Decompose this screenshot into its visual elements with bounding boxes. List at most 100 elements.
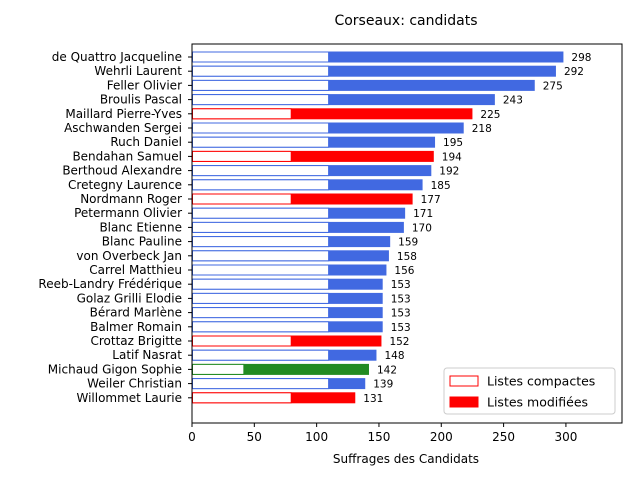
bar-total (192, 94, 495, 106)
category-label: de Quattro Jacqueline (52, 50, 182, 64)
category-label: Broulis Pascal (100, 93, 182, 107)
legend-swatch-modified (449, 396, 479, 408)
bar-compact (192, 51, 330, 63)
bar-compact (192, 264, 330, 276)
value-label: 218 (472, 123, 492, 135)
value-label: 153 (391, 279, 411, 291)
bar-compact (192, 150, 292, 162)
bar-compact (192, 122, 330, 134)
category-label: Ruch Daniel (110, 135, 182, 149)
bar-compact (192, 307, 330, 319)
category-label: Weiler Christian (87, 377, 182, 391)
category-label: Blanc Etienne (99, 220, 182, 234)
category-label: Michaud Gigon Sophie (48, 362, 182, 376)
value-label: 243 (503, 95, 523, 107)
value-label: 170 (412, 222, 432, 234)
value-label: 139 (373, 379, 393, 391)
category-label: Blanc Pauline (102, 235, 182, 249)
bar-compact (192, 321, 330, 333)
category-label: Aschwanden Sergei (64, 121, 182, 135)
category-label: Reeb-Landry Frédérique (38, 277, 182, 291)
value-label: 194 (442, 151, 462, 163)
category-label: Crottaz Brigitte (90, 334, 182, 348)
category-label: Bérard Marlène (90, 306, 182, 320)
category-label: Maillard Pierre-Yves (65, 107, 182, 121)
value-label: 292 (564, 66, 584, 78)
category-label: Nordmann Roger (80, 192, 182, 206)
bar-compact (192, 335, 292, 347)
bar-compact (192, 79, 330, 91)
bar-total (192, 65, 556, 77)
value-label: 177 (421, 194, 441, 206)
x-tick-label: 0 (188, 430, 196, 444)
value-label: 148 (384, 350, 404, 362)
bar-total (192, 108, 473, 120)
category-label: von Overbeck Jan (76, 249, 182, 263)
category-label: Wehrli Laurent (94, 64, 182, 78)
value-label: 195 (443, 137, 463, 149)
category-label: Willommet Laurie (76, 391, 182, 405)
x-tick-label: 100 (305, 430, 328, 444)
legend-box (443, 367, 616, 415)
axes: 0 50 100 150 200 250 300 (188, 43, 623, 444)
category-label: Carrel Matthieu (89, 263, 182, 277)
value-label: 131 (363, 393, 383, 405)
x-axis-label: Suffrages des Candidats (333, 452, 479, 466)
bar-total (192, 51, 564, 63)
x-tick-label: 200 (430, 430, 453, 444)
bar-total (192, 150, 434, 162)
category-label: Bendahan Samuel (72, 149, 182, 163)
category-label: Cretegny Laurence (68, 178, 182, 192)
bar-compact (192, 136, 330, 148)
value-label: 185 (431, 180, 451, 192)
value-label: 298 (571, 52, 591, 64)
legend: Listes compactes Listes modifiées (443, 367, 616, 415)
bar-compact (192, 349, 330, 361)
category-label: Balmer Romain (90, 320, 182, 334)
value-label: 152 (389, 336, 409, 348)
x-tick-label: 300 (554, 430, 577, 444)
value-label: 156 (394, 265, 414, 277)
bar-compact (192, 278, 330, 290)
value-label: 158 (397, 251, 417, 263)
category-label: Golaz Grilli Elodie (77, 291, 182, 305)
bar-total (192, 79, 535, 91)
category-label: Latif Nasrat (112, 348, 182, 362)
value-label: 171 (413, 208, 433, 220)
bar-compact (192, 108, 292, 120)
legend-label: Listes compactes (487, 374, 595, 389)
category-label: Berthoud Alexandre (62, 164, 182, 178)
plot-frame (191, 43, 623, 424)
x-tick-label: 150 (368, 430, 391, 444)
bar-compact (192, 250, 330, 262)
bar-compact (192, 165, 330, 177)
bar-total (192, 363, 369, 375)
bar-compact (192, 392, 292, 404)
bar-compact (192, 363, 245, 375)
value-label: 225 (480, 109, 500, 121)
value-label: 142 (377, 364, 397, 376)
value-label: 153 (391, 293, 411, 305)
bar-compact (192, 221, 330, 233)
bar-compact (192, 193, 292, 205)
bar-total (192, 193, 413, 205)
value-label: 275 (543, 80, 563, 92)
bar-compact (192, 292, 330, 304)
value-label: 192 (439, 166, 459, 178)
value-label: 153 (391, 322, 411, 334)
bar-compact (192, 65, 330, 77)
bar-compact (192, 378, 330, 390)
bar-compact (192, 94, 330, 106)
value-label: 153 (391, 308, 411, 320)
bar-compact (192, 179, 330, 191)
bar-compact (192, 207, 330, 219)
legend-swatch-compact (449, 375, 479, 387)
bar-compact (192, 236, 330, 248)
value-label: 159 (398, 237, 418, 249)
category-label: Petermann Olivier (74, 206, 182, 220)
x-tick-label: 250 (492, 430, 515, 444)
